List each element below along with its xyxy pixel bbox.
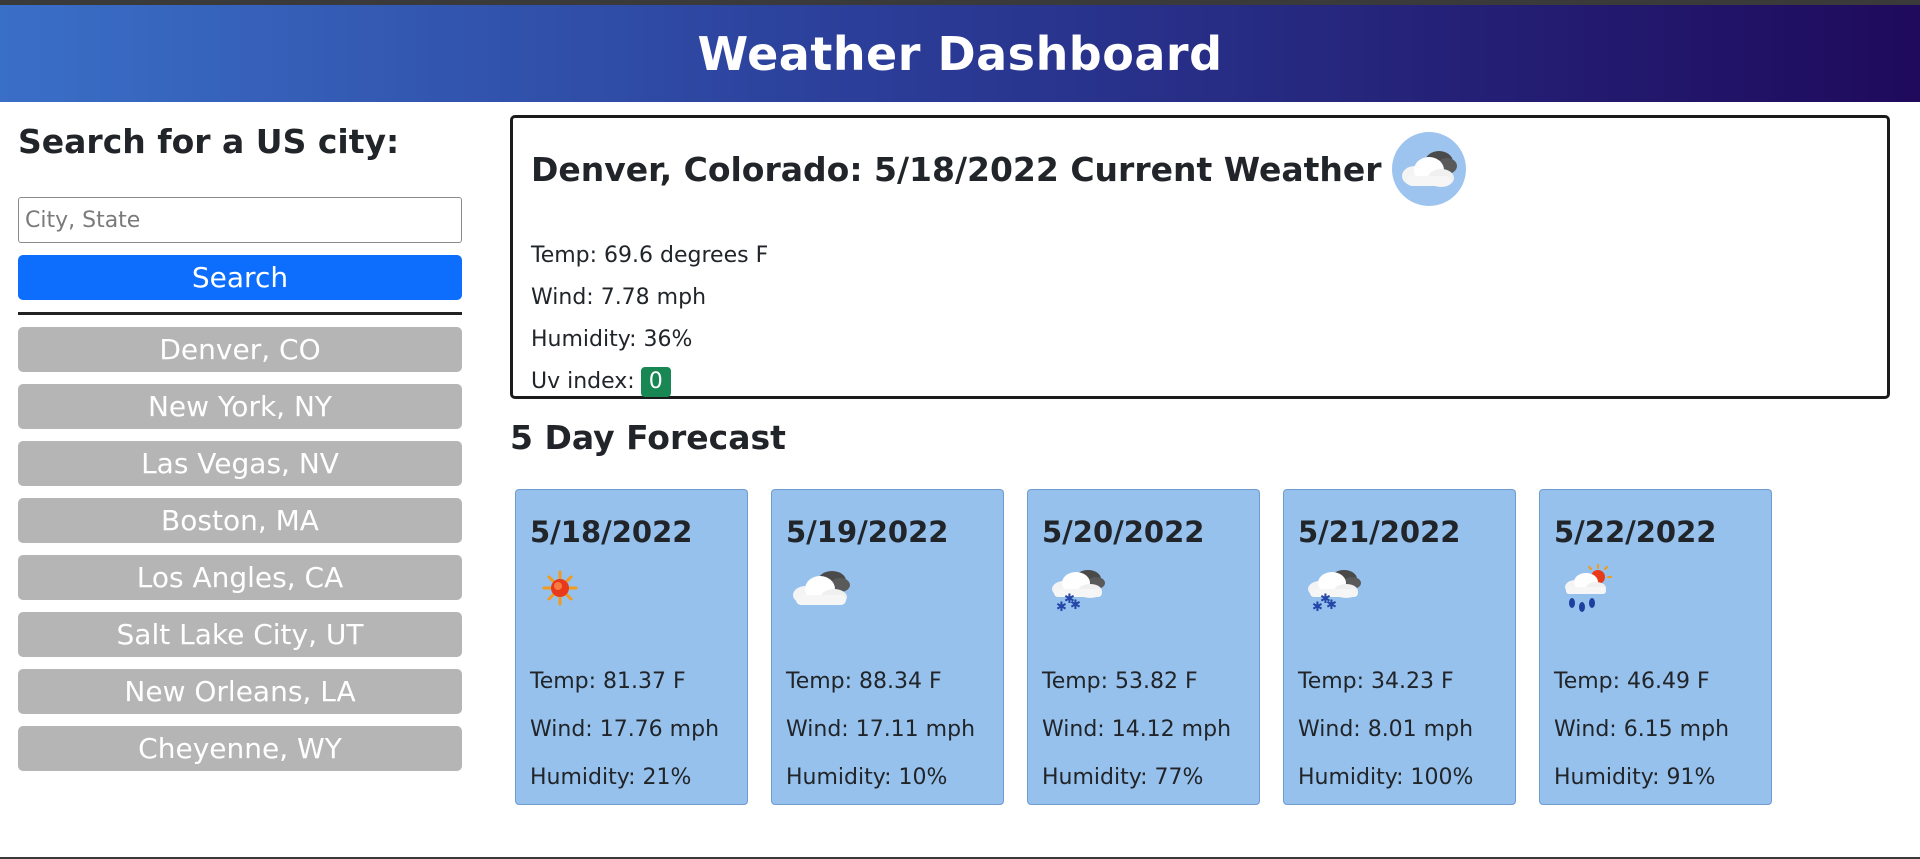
- rain-sun-icon: [1554, 558, 1624, 618]
- history-city-button[interactable]: Salt Lake City, UT: [18, 612, 462, 657]
- history-city-button[interactable]: Los Angles, CA: [18, 555, 462, 600]
- svg-text:✱: ✱: [1064, 592, 1075, 607]
- forecast-humidity: Humidity: 100%: [1298, 765, 1474, 790]
- top-border: [0, 0, 1920, 5]
- current-wind: Wind: 7.78 mph: [531, 285, 707, 310]
- current-weather-stats: Temp: 69.6 degrees F Wind: 7.78 mph Humi…: [531, 235, 1869, 403]
- forecast-date: 5/19/2022: [786, 515, 949, 549]
- history-city-button[interactable]: Boston, MA: [18, 498, 462, 543]
- current-humidity: Humidity: 36%: [531, 327, 693, 352]
- svg-text:✱: ✱: [1312, 600, 1323, 613]
- current-weather-title: Denver, Colorado: 5/18/2022 Current Weat…: [531, 149, 1382, 189]
- snow-cloud-icon: ✱ ✱ ✱: [1298, 558, 1368, 618]
- forecast-temp: Temp: 34.23 F: [1298, 669, 1454, 694]
- history-city-button[interactable]: Denver, CO: [18, 327, 462, 372]
- forecast-card: 5/22/2022 Temp: 46.49 F Wind: 6.15 mph H…: [1539, 489, 1772, 805]
- current-weather-panel: Denver, Colorado: 5/18/2022 Current Weat…: [510, 115, 1890, 399]
- forecast-date: 5/18/2022: [530, 515, 693, 549]
- forecast-humidity: Humidity: 91%: [1554, 765, 1716, 790]
- forecast-wind: Wind: 8.01 mph: [1298, 717, 1474, 742]
- history-city-button[interactable]: Las Vegas, NV: [18, 441, 462, 486]
- forecast-wind: Wind: 6.15 mph: [1554, 717, 1730, 742]
- forecast-card: 5/18/2022 Temp: 81.37 F Wind: 17.76 mph …: [515, 489, 748, 805]
- history-city-button[interactable]: New Orleans, LA: [18, 669, 462, 714]
- forecast-cards: 5/18/2022 Temp: 81.37 F Wind: 17.76 mph …: [515, 489, 1795, 805]
- forecast-date: 5/21/2022: [1298, 515, 1461, 549]
- current-temp: Temp: 69.6 degrees F: [531, 243, 769, 268]
- search-history-list: Denver, CO New York, NY Las Vegas, NV Bo…: [18, 327, 462, 771]
- cloud-icon: [786, 558, 856, 618]
- page-title: Weather Dashboard: [697, 26, 1223, 81]
- svg-text:✱: ✱: [1056, 600, 1067, 613]
- forecast-card: 5/19/2022 Temp: 88.34 F Wind: 17.11 mph …: [771, 489, 1004, 805]
- search-button[interactable]: Search: [18, 255, 462, 300]
- search-heading: Search for a US city:: [18, 122, 400, 161]
- sidebar-divider: [18, 312, 462, 315]
- city-search-input[interactable]: [18, 197, 462, 243]
- snow-cloud-icon: ✱ ✱ ✱: [1042, 558, 1112, 618]
- forecast-wind: Wind: 17.11 mph: [786, 717, 976, 742]
- svg-text:✱: ✱: [1320, 592, 1331, 607]
- history-city-button[interactable]: Cheyenne, WY: [18, 726, 462, 771]
- current-uv-row: Uv index: 0: [531, 361, 1869, 403]
- current-weather-header: Denver, Colorado: 5/18/2022 Current Weat…: [531, 130, 1869, 208]
- bottom-border: [0, 857, 1920, 859]
- uv-label: Uv index:: [531, 369, 635, 394]
- forecast-temp: Temp: 46.49 F: [1554, 669, 1710, 694]
- cloud-sun-icon: [1391, 132, 1466, 206]
- forecast-wind: Wind: 14.12 mph: [1042, 717, 1232, 742]
- forecast-date: 5/22/2022: [1554, 515, 1717, 549]
- forecast-humidity: Humidity: 77%: [1042, 765, 1204, 790]
- forecast-temp: Temp: 88.34 F: [786, 669, 942, 694]
- sidebar: Search for a US city: Search Denver, CO …: [18, 122, 462, 783]
- forecast-date: 5/20/2022: [1042, 515, 1205, 549]
- sun-icon: [530, 558, 600, 618]
- forecast-humidity: Humidity: 10%: [786, 765, 948, 790]
- page-header: Weather Dashboard: [0, 5, 1920, 102]
- forecast-card: 5/21/2022 ✱ ✱ ✱ Temp: 34.23 F Wind: 8.01 m…: [1283, 489, 1516, 805]
- forecast-card: 5/20/2022 ✱ ✱ ✱ Temp: 53.82 F Wind: 14.12 …: [1027, 489, 1260, 805]
- svg-text:✱: ✱: [1070, 598, 1081, 613]
- svg-text:✱: ✱: [1326, 598, 1337, 613]
- forecast-humidity: Humidity: 21%: [530, 765, 692, 790]
- forecast-temp: Temp: 81.37 F: [530, 669, 686, 694]
- forecast-wind: Wind: 17.76 mph: [530, 717, 720, 742]
- forecast-title: 5 Day Forecast: [510, 418, 786, 457]
- uv-index-badge: 0: [640, 367, 671, 397]
- forecast-temp: Temp: 53.82 F: [1042, 669, 1198, 694]
- history-city-button[interactable]: New York, NY: [18, 384, 462, 429]
